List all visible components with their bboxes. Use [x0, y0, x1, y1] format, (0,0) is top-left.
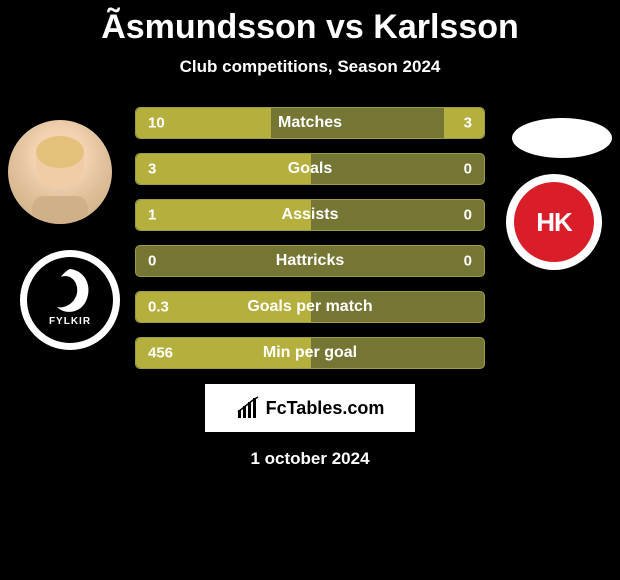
stat-row: 0 Hattricks 0 — [135, 245, 485, 277]
stat-label: Min per goal — [263, 344, 357, 362]
stat-value-left: 0.3 — [148, 299, 169, 316]
stat-label: Goals per match — [247, 298, 372, 316]
stat-value-left: 1 — [148, 207, 156, 224]
stat-value-left: 10 — [148, 115, 165, 132]
comparison-card: Ãsmundsson vs Karlsson Club competitions… — [0, 0, 620, 580]
stat-value-left: 3 — [148, 161, 156, 178]
stat-label: Matches — [278, 114, 342, 132]
stat-value-right: 0 — [464, 161, 472, 178]
stat-value-left: 456 — [148, 345, 173, 362]
brand-badge: FcTables.com — [204, 383, 416, 433]
stat-value-right: 3 — [464, 115, 472, 132]
page-title: Ãsmundsson vs Karlsson — [0, 0, 620, 47]
stat-row: 1 Assists 0 — [135, 199, 485, 231]
stat-value-right: 0 — [464, 253, 472, 270]
stat-label: Goals — [288, 160, 332, 178]
stats-chart: 10 Matches 3 3 Goals 0 1 Assists 0 0 Hat… — [0, 107, 620, 369]
stat-label: Hattricks — [276, 252, 344, 270]
stat-bar-left — [136, 154, 311, 184]
brand-bars-icon — [236, 396, 260, 420]
brand-text: FcTables.com — [266, 398, 385, 419]
stat-value-right: 0 — [464, 207, 472, 224]
stat-row: 456 Min per goal — [135, 337, 485, 369]
page-subtitle: Club competitions, Season 2024 — [0, 57, 620, 77]
stat-row: 0.3 Goals per match — [135, 291, 485, 323]
stat-value-left: 0 — [148, 253, 156, 270]
stat-row: 10 Matches 3 — [135, 107, 485, 139]
stat-row: 3 Goals 0 — [135, 153, 485, 185]
footer-date: 1 october 2024 — [0, 449, 620, 469]
stat-label: Assists — [282, 206, 339, 224]
